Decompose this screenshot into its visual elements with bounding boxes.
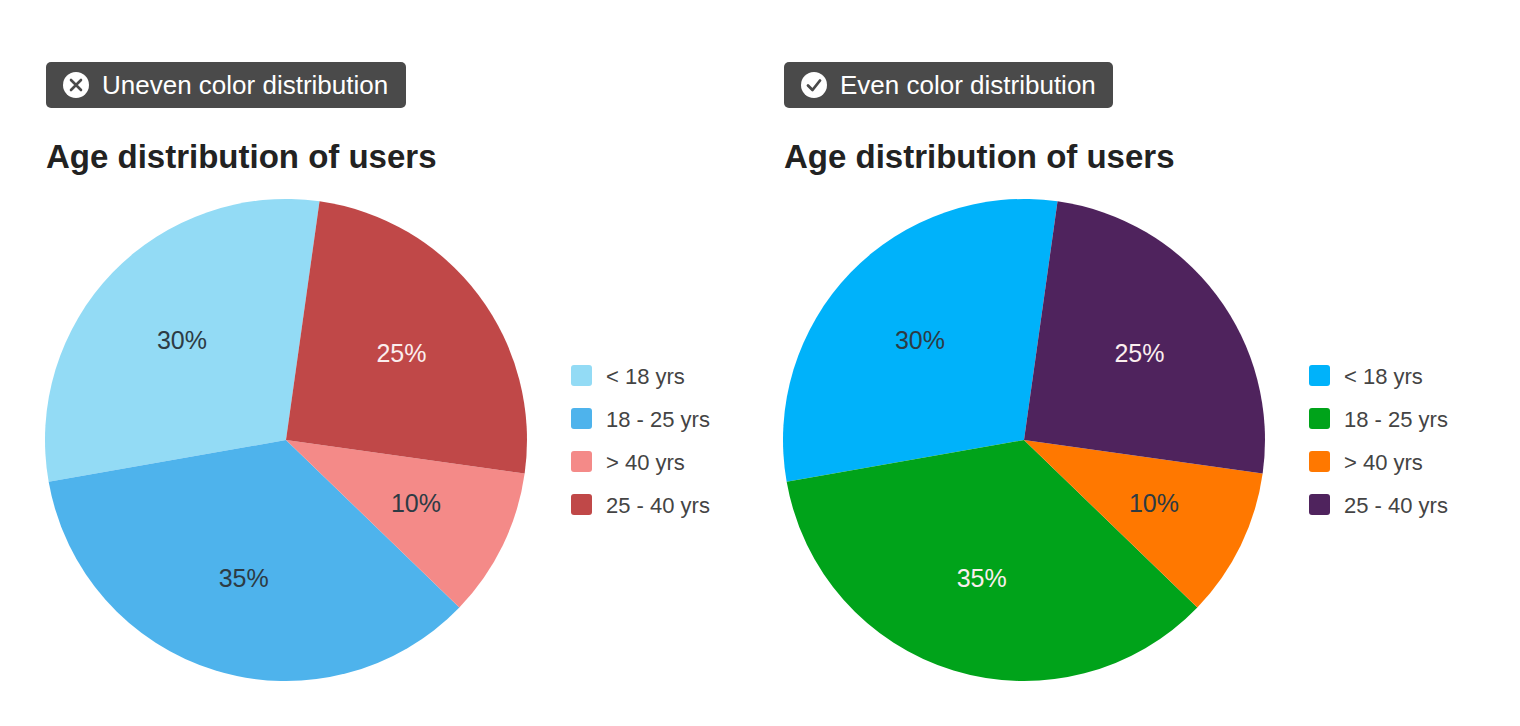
pie-slice (286, 201, 527, 473)
badge: Uneven color distribution (46, 62, 406, 108)
badge-background (46, 62, 406, 108)
data-label: 25% (376, 339, 426, 367)
legend-label: > 40 yrs (606, 450, 685, 475)
badge-background (784, 62, 1113, 108)
data-labels: 30% 35% 10% 25% (157, 326, 441, 593)
pie-slices (783, 199, 1265, 681)
data-labels: 30% 35% 10% 25% (895, 326, 1179, 593)
legend-label: 25 - 40 yrs (606, 493, 710, 518)
legend-label: < 18 yrs (1344, 364, 1423, 389)
data-label: 35% (957, 564, 1007, 592)
chart-canvas: Uneven color distribution Age distributio… (0, 0, 1520, 726)
legend: < 18 yrs 18 - 25 yrs > 40 yrs 25 - 40 yrs (1309, 364, 1448, 518)
legend-swatch (1309, 451, 1330, 472)
badge-text: Even color distribution (840, 70, 1096, 100)
data-label: 10% (391, 489, 441, 517)
legend-swatch (571, 408, 592, 429)
data-label: 30% (895, 326, 945, 354)
chart-title: Age distribution of users (784, 138, 1175, 175)
badge-text: Uneven color distribution (102, 70, 388, 100)
legend-swatch (1309, 408, 1330, 429)
pie-slices (45, 199, 527, 681)
legend-label: < 18 yrs (606, 364, 685, 389)
data-label: 30% (157, 326, 207, 354)
badge-icon-check (808, 81, 820, 91)
legend-label: > 40 yrs (1344, 450, 1423, 475)
badge-icon-cross (71, 80, 81, 90)
data-label: 10% (1129, 489, 1179, 517)
badge: Even color distribution (784, 62, 1113, 108)
legend-label: 18 - 25 yrs (606, 407, 710, 432)
badge-icon (63, 72, 89, 98)
chart-title: Age distribution of users (46, 138, 437, 175)
legend-swatch (1309, 494, 1330, 515)
chart-panel: Uneven color distribution Age distributio… (45, 62, 710, 681)
chart-panel: Even color distribution Age distribution … (783, 62, 1448, 681)
legend-swatch (571, 365, 592, 386)
pie-slice (1024, 201, 1265, 473)
legend-swatch (571, 494, 592, 515)
badge-icon (801, 72, 827, 98)
pie-slice (783, 199, 1058, 482)
data-label: 35% (219, 564, 269, 592)
data-label: 25% (1114, 339, 1164, 367)
legend: < 18 yrs 18 - 25 yrs > 40 yrs 25 - 40 yrs (571, 364, 710, 518)
legend-swatch (1309, 365, 1330, 386)
pie-slice (45, 199, 320, 482)
legend-swatch (571, 451, 592, 472)
legend-label: 18 - 25 yrs (1344, 407, 1448, 432)
legend-label: 25 - 40 yrs (1344, 493, 1448, 518)
